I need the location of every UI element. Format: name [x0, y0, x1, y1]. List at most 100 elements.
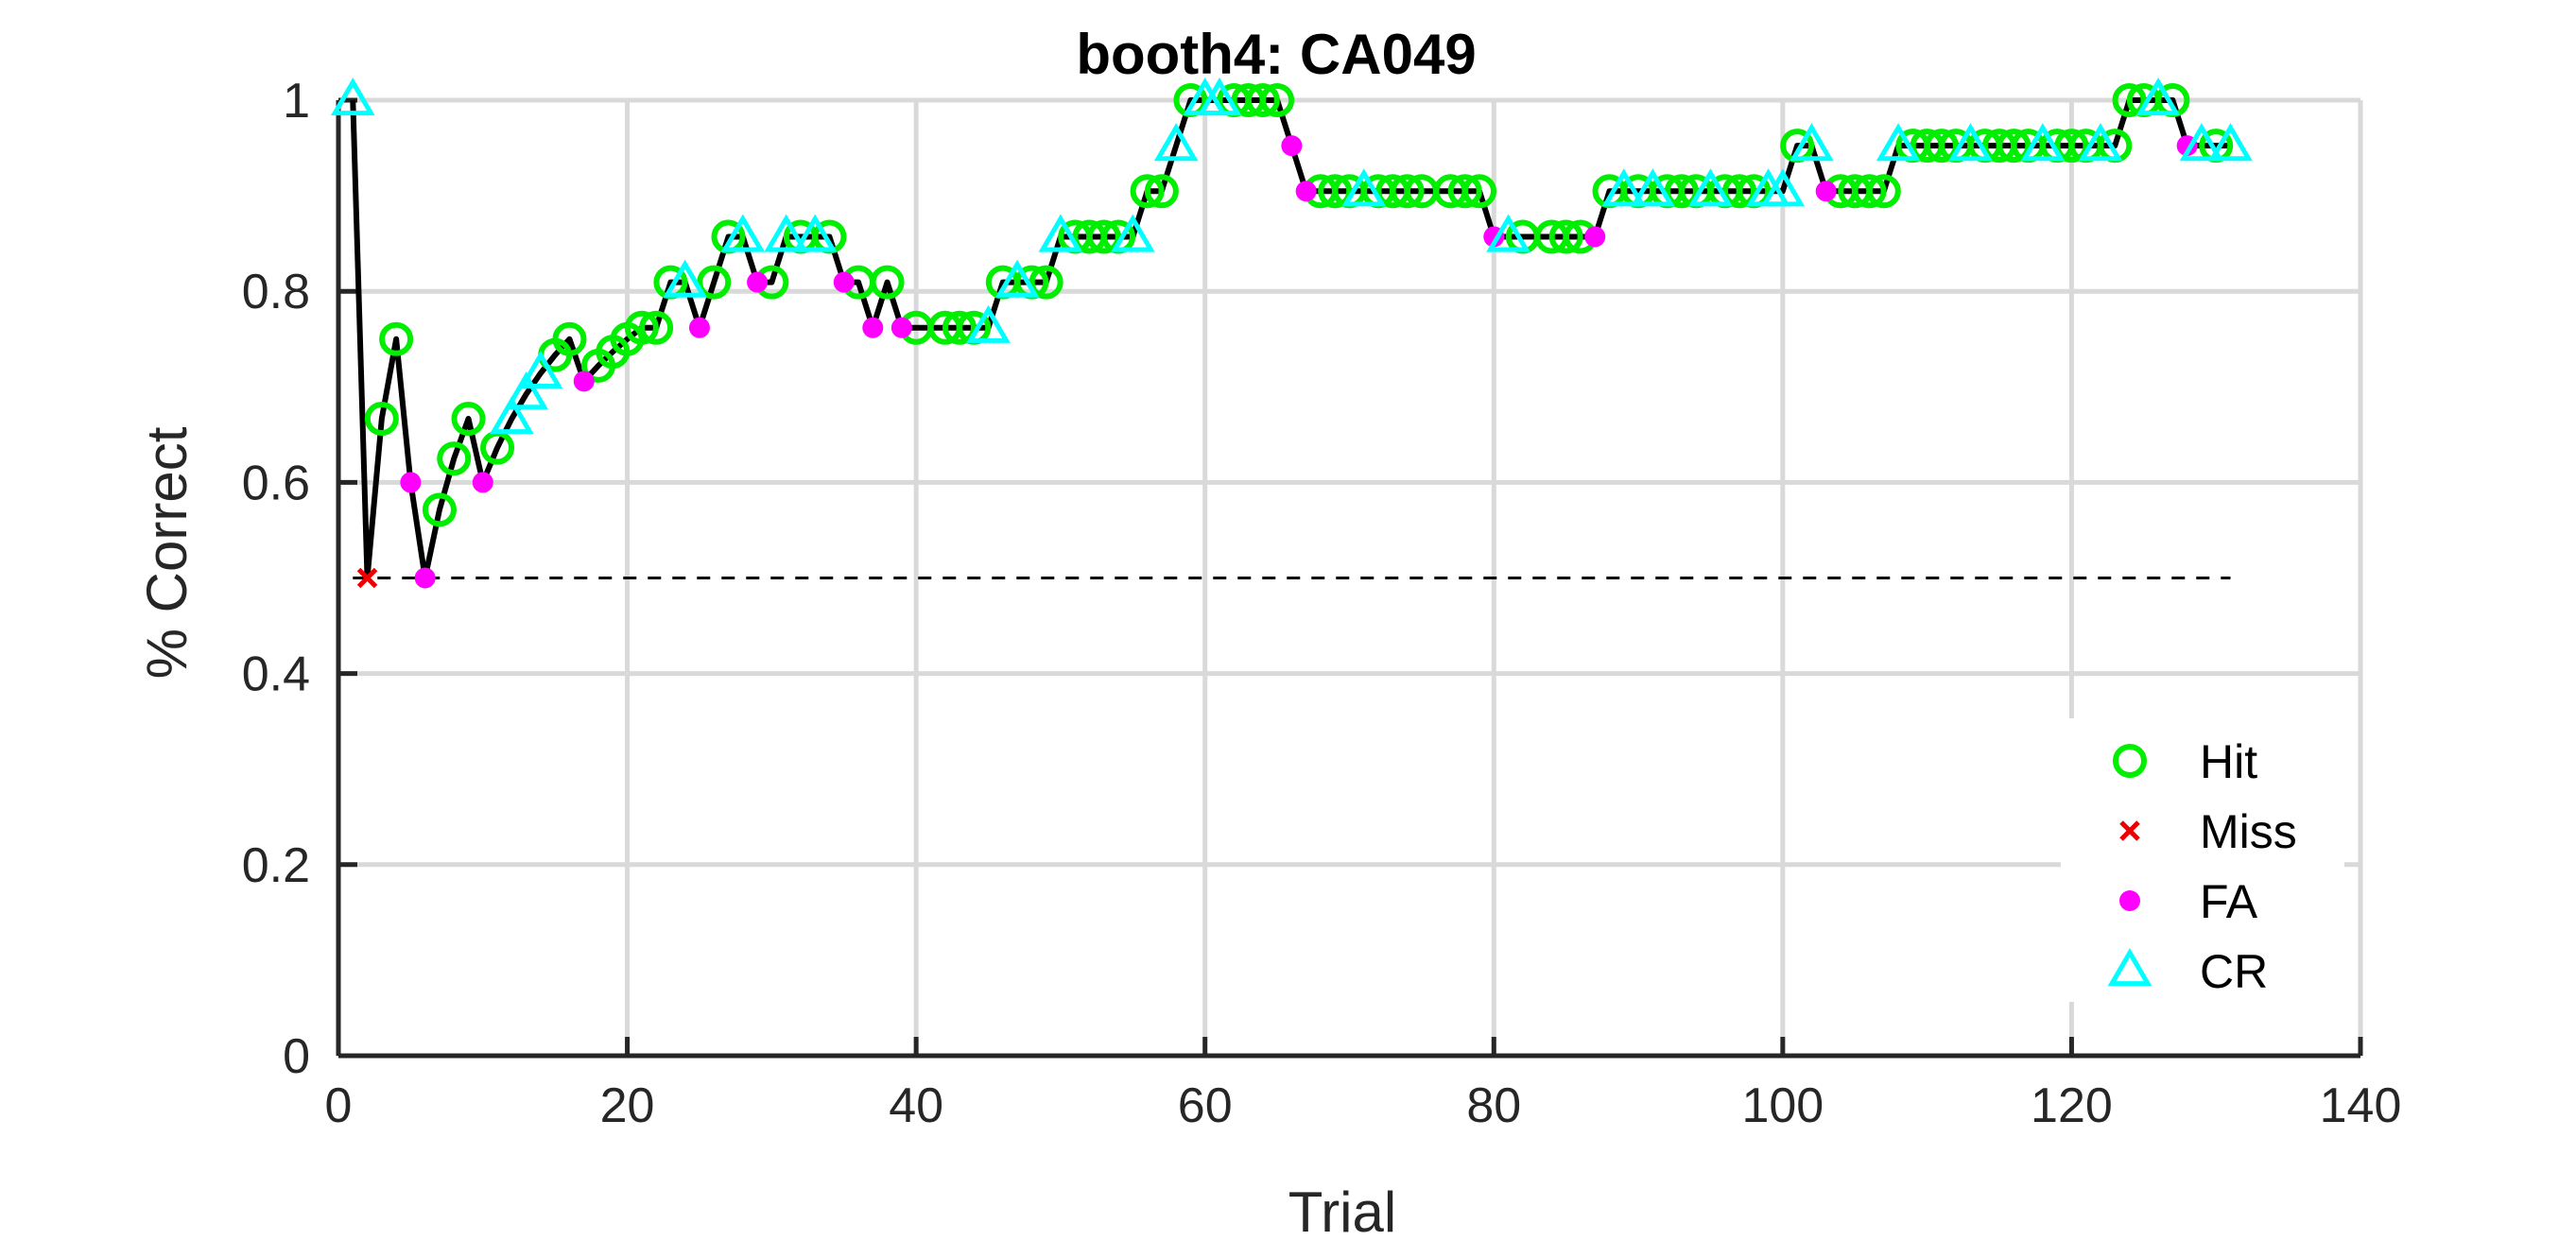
cr-marker — [1197, 78, 1242, 116]
legend-marker-hit — [2113, 744, 2147, 778]
cr-marker — [489, 395, 534, 435]
cr-marker — [994, 259, 1040, 298]
legend-label-cr: CR — [2200, 945, 2268, 998]
hit-marker — [1260, 83, 1295, 117]
cr-marker — [2135, 78, 2181, 116]
y-tick-label: 0.6 — [242, 456, 310, 510]
fa-marker — [747, 271, 769, 293]
trial-markers — [330, 78, 2253, 589]
hit-marker — [1144, 174, 1179, 209]
legend-box — [2061, 718, 2344, 1002]
fa-marker — [1295, 181, 1317, 202]
hit-marker — [1447, 174, 1482, 209]
fa-marker — [573, 371, 595, 392]
miss-marker-stroke — [356, 567, 378, 589]
cr-marker — [966, 304, 1011, 343]
cr-marker — [1631, 168, 1675, 207]
cr-marker — [2208, 123, 2253, 162]
fa-marker — [1584, 226, 1606, 248]
hit-marker — [364, 401, 399, 436]
x-tick-label: 140 — [2320, 1078, 2402, 1133]
x-tick-label: 100 — [1741, 1078, 1824, 1133]
hit-marker — [451, 401, 486, 436]
hit-marker — [1086, 219, 1121, 254]
y-tick-label: 0 — [283, 1029, 310, 1084]
y-axis-title: % Correct — [135, 426, 199, 679]
legend-marker-miss — [2119, 820, 2140, 841]
x-axis-title: Trial — [1288, 1181, 1396, 1241]
hit-marker — [1548, 219, 1583, 254]
legend-label-fa: FA — [2200, 875, 2258, 928]
fa-marker — [890, 317, 912, 338]
y-tick-label: 0.4 — [242, 647, 310, 702]
hit-marker — [1866, 174, 1901, 209]
fa-marker — [1815, 181, 1837, 202]
hit-marker — [1722, 174, 1757, 209]
x-tick-label: 120 — [2031, 1078, 2113, 1133]
cr-marker — [2078, 123, 2123, 162]
hit-marker — [1924, 129, 1959, 164]
legend-marker-cr — [2107, 948, 2152, 987]
axes — [336, 97, 2363, 1059]
hit-marker — [379, 321, 414, 356]
fa-marker — [472, 472, 493, 493]
miss-marker — [356, 567, 378, 589]
hit-marker — [639, 310, 674, 345]
cr-marker — [2179, 123, 2224, 162]
cr-marker — [764, 214, 808, 252]
cr-marker — [720, 214, 766, 252]
legend-label-miss: Miss — [2200, 805, 2297, 858]
hit-marker — [437, 441, 472, 476]
cr-marker — [1760, 168, 1806, 207]
fa-marker — [1281, 135, 1303, 157]
cr-marker — [1789, 123, 1834, 162]
fa-marker — [400, 472, 422, 493]
hit-marker — [1390, 174, 1425, 209]
fa-marker — [833, 271, 855, 293]
legend: Hit Miss FA CR — [2061, 718, 2344, 1002]
cr-marker — [1876, 123, 1921, 162]
cr-marker — [1038, 214, 1083, 252]
legend-marker-fa — [2119, 890, 2140, 911]
cr-marker — [518, 350, 563, 389]
y-tick-label: 0.2 — [242, 838, 310, 893]
hit-marker — [1664, 174, 1699, 209]
x-tick-label: 40 — [889, 1078, 943, 1133]
cr-marker — [330, 78, 375, 116]
hit-marker — [422, 492, 457, 527]
legend-marker-miss-stroke — [2119, 820, 2140, 841]
hit-marker — [2112, 83, 2147, 117]
cr-marker — [1948, 123, 1993, 162]
x-tick-label: 20 — [600, 1078, 655, 1133]
cr-marker — [1601, 168, 1647, 207]
cr-marker — [1688, 168, 1733, 207]
hit-marker — [1245, 83, 1280, 117]
cr-marker — [504, 371, 548, 410]
hit-marker — [1130, 174, 1165, 209]
x-tick-label: 0 — [325, 1078, 353, 1133]
cr-marker — [2020, 123, 2066, 162]
x-tick-label: 80 — [1466, 1078, 1521, 1133]
hit-marker — [2054, 129, 2089, 164]
hit-marker — [1852, 174, 1887, 209]
hit-marker — [1997, 129, 2031, 164]
hit-marker — [1029, 265, 1063, 300]
x-tick-label: 60 — [1178, 1078, 1233, 1133]
fa-marker — [862, 317, 884, 338]
hit-marker — [1462, 174, 1497, 209]
fa-marker — [414, 567, 436, 589]
legend-label-hit: Hit — [2200, 735, 2257, 788]
cr-marker — [792, 214, 838, 252]
y-tick-label: 1 — [283, 74, 310, 129]
hit-marker — [942, 310, 977, 345]
tick-labels: 0 20 40 60 80 100 120 140 0 0.2 0.4 0.6 0.8 1 — [242, 74, 2402, 1133]
hit-marker — [870, 265, 905, 300]
fa-marker — [688, 317, 710, 338]
chart-title: booth4: CA049 — [1076, 23, 1476, 86]
hit-marker — [552, 321, 587, 356]
cr-marker — [1153, 123, 1199, 162]
hit-marker — [1318, 174, 1353, 209]
hit-marker — [697, 265, 732, 300]
